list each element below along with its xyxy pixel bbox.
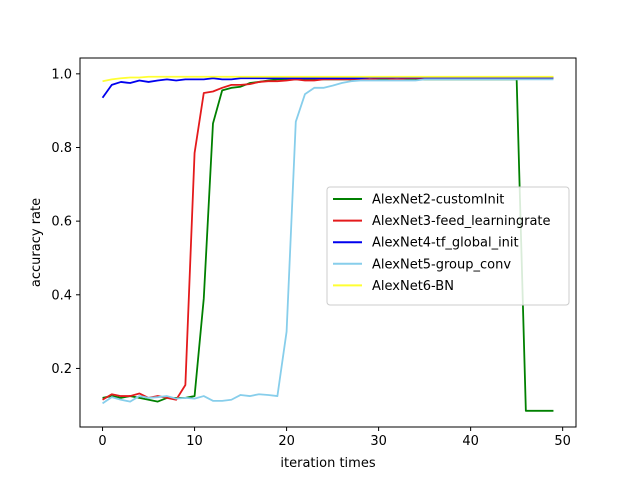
legend-label: AlexNet2-customInit xyxy=(372,193,504,208)
legend-label: AlexNet3-feed_learningrate xyxy=(372,214,551,229)
series-line-AlexNet6-BN xyxy=(102,75,554,83)
y-axis: 0.2 0.4 0.6 0.8 1.0 xyxy=(51,67,80,377)
x-tick-label: 30 xyxy=(370,434,387,449)
x-axis: 0 10 20 30 40 50 xyxy=(98,427,571,449)
y-tick-label: 0.6 xyxy=(51,215,72,230)
x-tick-label: 10 xyxy=(186,434,203,449)
y-axis-label: accuracy rate xyxy=(29,198,44,287)
plot-frame xyxy=(79,57,577,428)
x-tick-label: 40 xyxy=(462,434,479,449)
series-layer xyxy=(101,75,554,412)
legend: AlexNet2-customInit AlexNet3-feed_learnin… xyxy=(326,186,570,306)
y-tick-label: 0.2 xyxy=(51,362,72,377)
y-tick-label: 0.8 xyxy=(51,141,72,156)
x-axis-label: iteration times xyxy=(280,456,375,471)
x-tick-label: 20 xyxy=(278,434,295,449)
legend-label: AlexNet4-tf_global_init xyxy=(372,236,519,251)
legend-box xyxy=(326,186,570,306)
series-line-AlexNet5-group_conv xyxy=(102,78,554,405)
y-tick-label: 0.4 xyxy=(51,288,72,303)
x-tick-label: 0 xyxy=(98,434,106,449)
legend-label: AlexNet5-group_conv xyxy=(372,257,511,272)
y-tick-label: 1.0 xyxy=(51,67,72,82)
legend-label: AlexNet6-BN xyxy=(372,279,454,294)
x-tick-label: 50 xyxy=(554,434,571,449)
